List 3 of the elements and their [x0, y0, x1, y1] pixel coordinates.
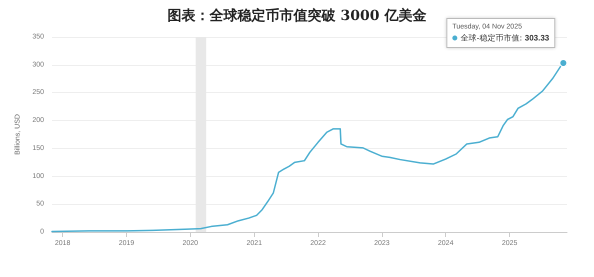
legend-label: 全球-稳定币市值: — [460, 34, 525, 42]
chart-title: 图表：全球稳定币市值突破 3000 亿美金 — [168, 7, 428, 24]
data-label: 303.33 — [524, 34, 550, 42]
